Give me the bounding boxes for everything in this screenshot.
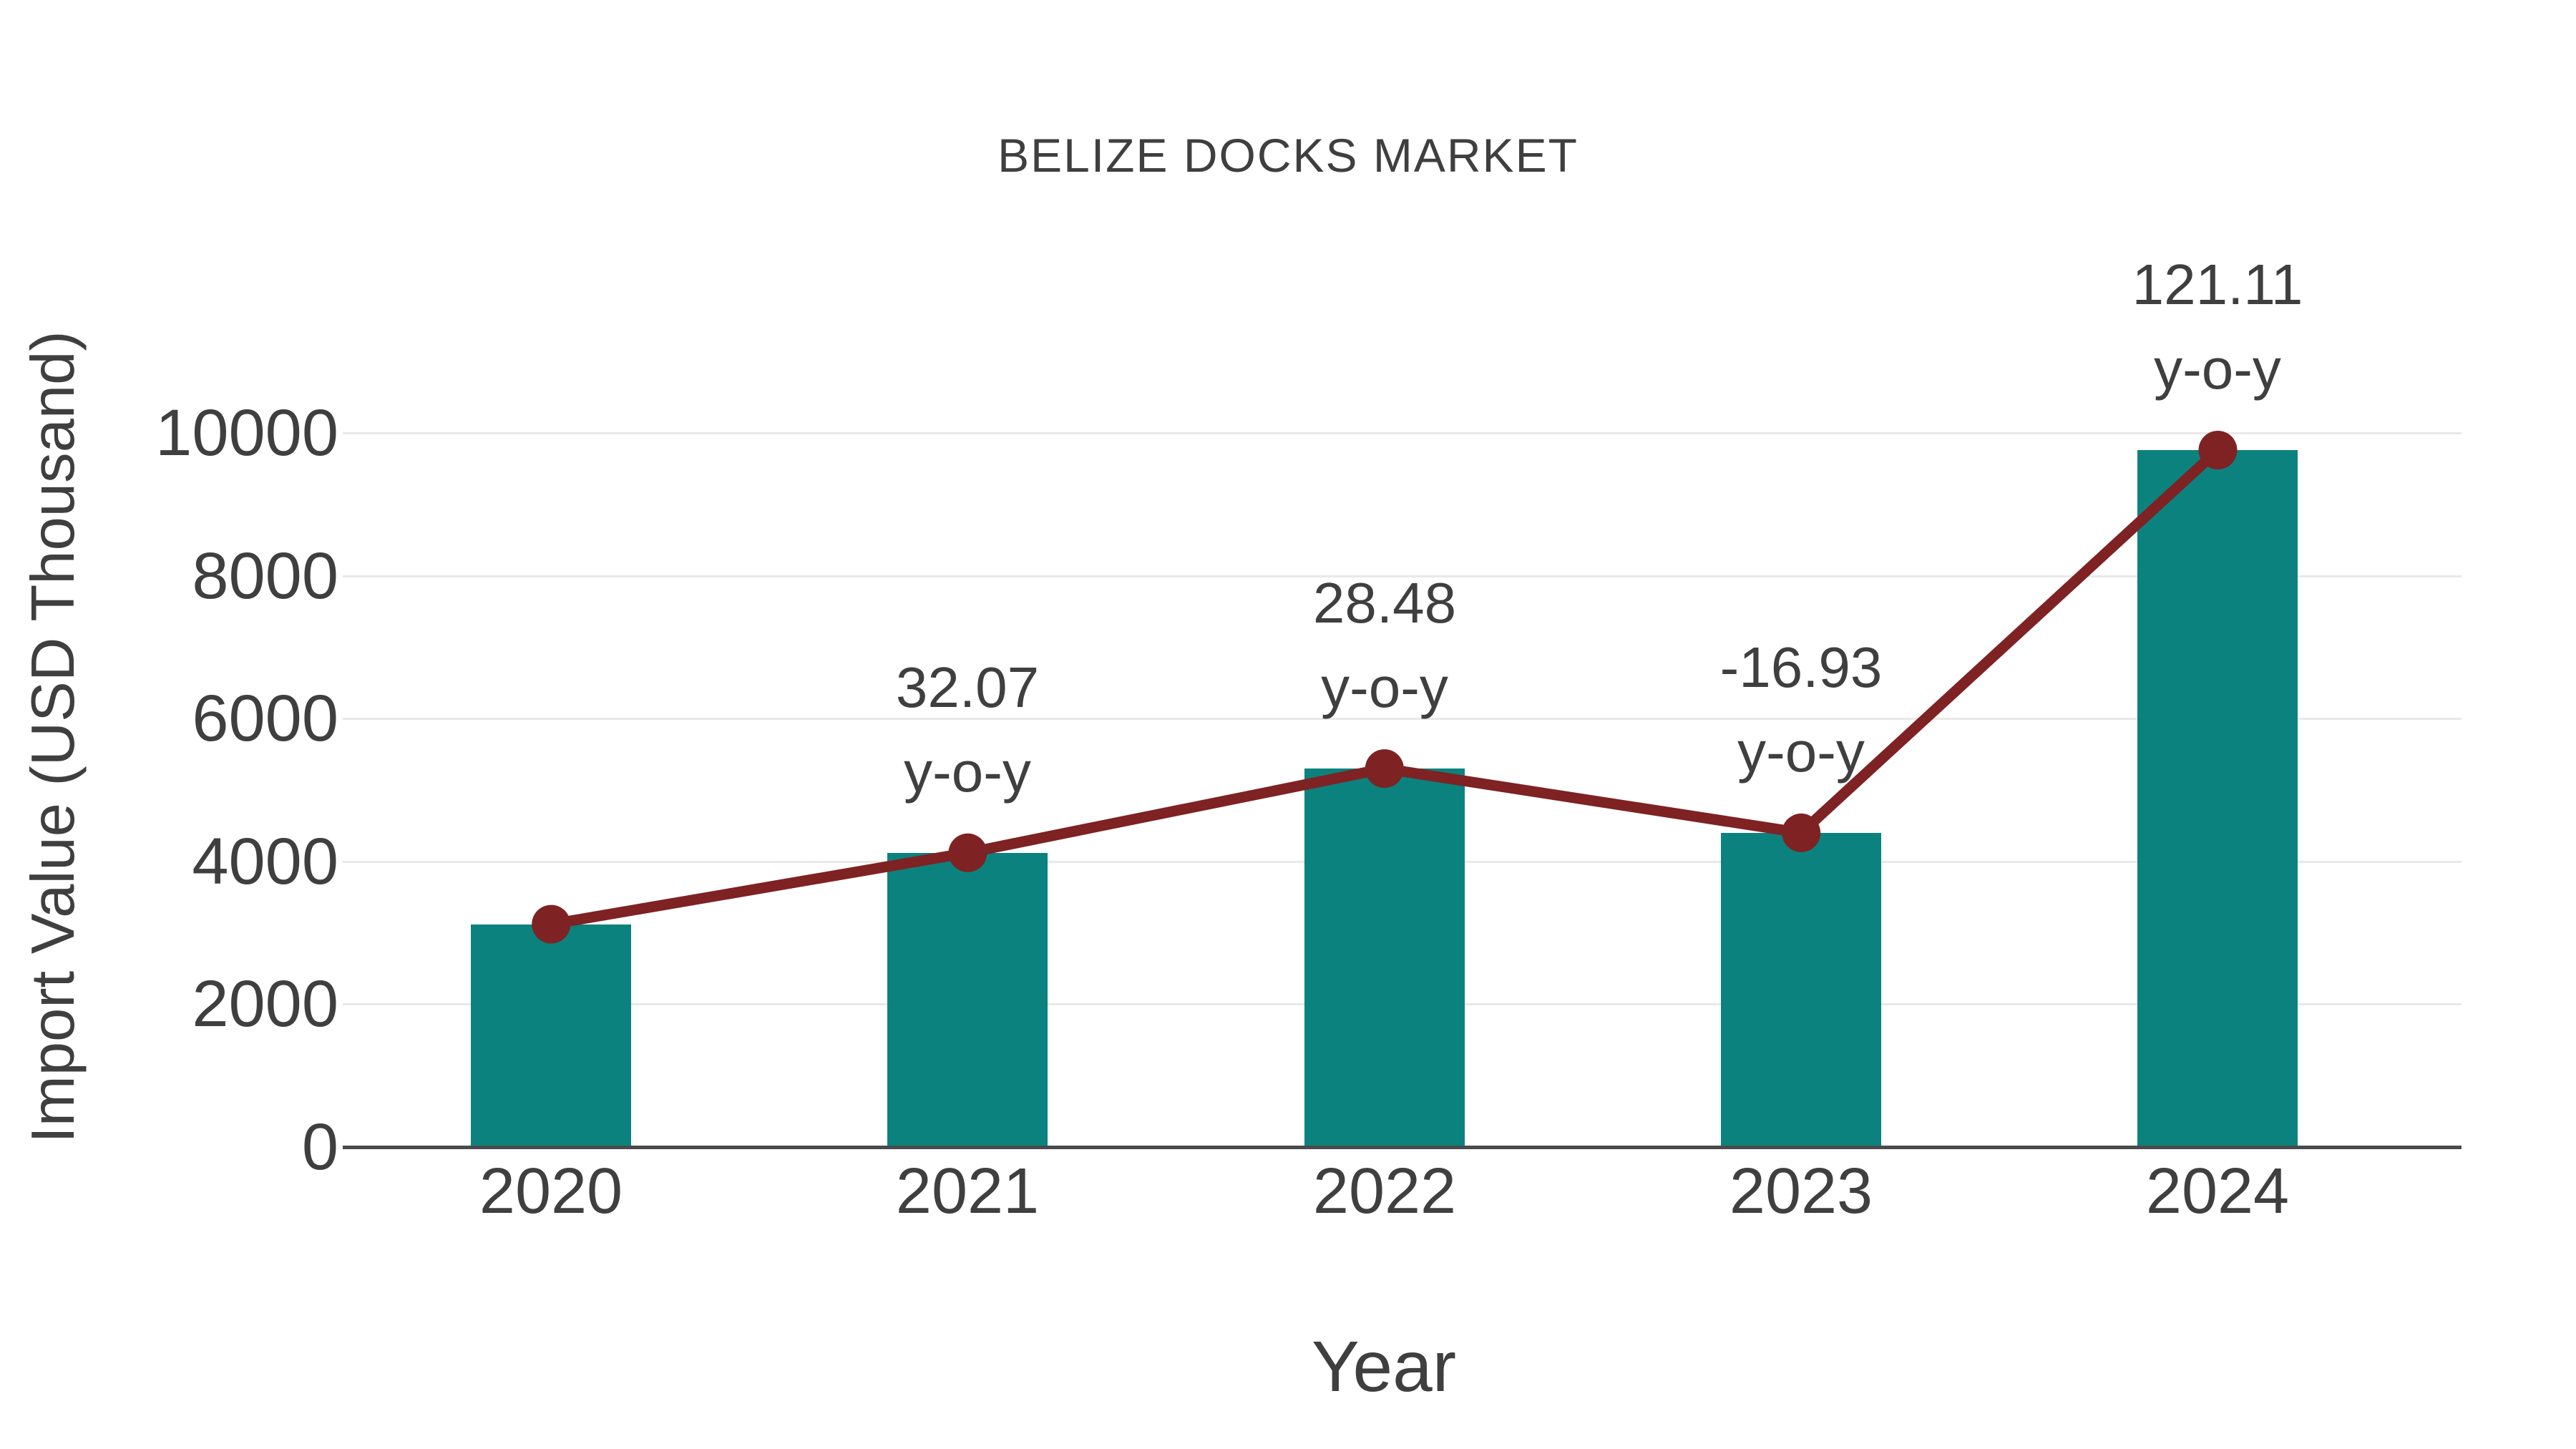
annotation-2024: 121.11 y-o-y — [1989, 243, 2446, 411]
annotation-value: 121.11 — [2132, 253, 2303, 316]
bar-2021 — [887, 853, 1048, 1147]
y-tick-label: 6000 — [192, 682, 338, 756]
x-axis-title: Year — [1311, 1327, 1457, 1407]
annotation-suffix: y-o-y — [1321, 655, 1448, 719]
y-tick-label: 8000 — [192, 539, 338, 613]
annotation-suffix: y-o-y — [1737, 720, 1865, 784]
y-tick-label: 0 — [301, 1111, 338, 1184]
annotation-2023: -16.93 y-o-y — [1572, 625, 2030, 794]
bar-2022 — [1304, 769, 1465, 1147]
annotation-value: 32.07 — [895, 655, 1040, 719]
y-tick-label: 2000 — [192, 967, 338, 1041]
x-axis-line — [343, 1146, 2462, 1149]
y-tick-label: 4000 — [192, 824, 338, 898]
bar-2020 — [471, 924, 631, 1147]
x-tick-label-2021: 2021 — [895, 1156, 1040, 1227]
bar-2024 — [2137, 450, 2298, 1147]
x-tick-label-2022: 2022 — [1312, 1156, 1457, 1227]
annotation-value: 28.48 — [1312, 571, 1457, 635]
y-tick-label: 10000 — [155, 396, 338, 469]
x-tick-label-2024: 2024 — [2145, 1156, 2290, 1227]
chart-title: BELIZE DOCKS MARKET — [997, 129, 1579, 182]
bar-2023 — [1721, 833, 1881, 1147]
annotation-2022: 28.48 y-o-y — [1156, 561, 1614, 730]
annotation-suffix: y-o-y — [2154, 337, 2281, 401]
x-tick-label-2023: 2023 — [1729, 1156, 1873, 1227]
annotation-2021: 32.07 y-o-y — [738, 645, 1196, 814]
gridline-10000 — [343, 432, 2462, 434]
annotation-suffix: y-o-y — [904, 740, 1031, 804]
annotation-value: -16.93 — [1719, 635, 1883, 699]
x-tick-label-2020: 2020 — [479, 1156, 623, 1227]
